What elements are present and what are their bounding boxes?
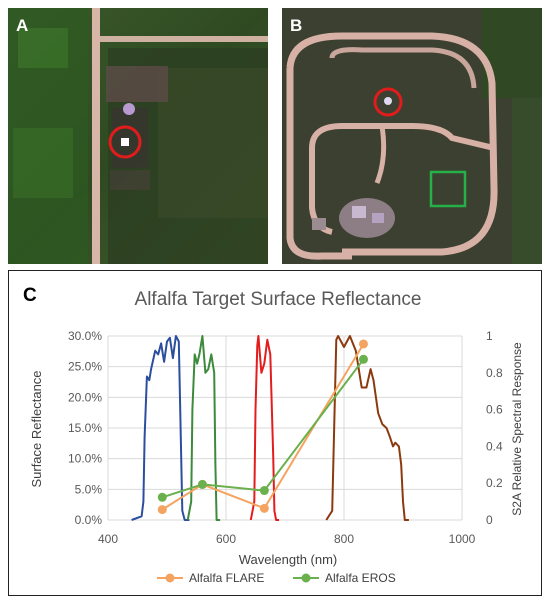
y2-tick-label: 0.6 (486, 403, 503, 417)
x-axis-ticks: 400 600 800 1000 (98, 532, 476, 546)
y-tick-label: 20.0% (68, 390, 102, 404)
y-tick-label: 25.0% (68, 360, 102, 374)
y2-tick-label: 0.8 (486, 366, 503, 380)
chart-grid (107, 335, 463, 521)
series-point-1 (259, 486, 269, 496)
x-tick-label: 600 (216, 532, 236, 546)
panel-b-image (282, 8, 542, 264)
reflectance-chart: Alfalfa Target Surface Reflectance 0.0% 5… (29, 289, 524, 585)
x-tick-label: 800 (334, 532, 354, 546)
x-axis-label: Wavelength (nm) (239, 552, 338, 567)
legend-label: Alfalfa EROS (325, 571, 396, 585)
series-line-1 (161, 358, 365, 499)
y-tick-label: 0.0% (75, 513, 103, 527)
series-point-0 (259, 503, 269, 513)
legend-swatch-marker (301, 573, 311, 583)
y-tick-label: 15.0% (68, 421, 102, 435)
y2-tick-label: 0 (486, 513, 493, 527)
panel-b-satellite-scene (282, 8, 542, 264)
series-point-1 (358, 354, 368, 364)
y-axis-left-label: Surface Reflectance (29, 370, 44, 487)
y-tick-label: 30.0% (68, 329, 102, 343)
y-axis-right-ticks: 0 0.2 0.4 0.6 0.8 1 (486, 329, 503, 527)
legend-swatch-marker (165, 573, 175, 583)
band-response-red (249, 335, 280, 521)
band-response-nir (325, 335, 409, 521)
band-response-green (186, 335, 221, 521)
chart-title: Alfalfa Target Surface Reflectance (135, 289, 422, 310)
y-tick-label: 5.0% (75, 482, 103, 496)
y2-tick-label: 0.2 (486, 476, 503, 490)
x-tick-label: 1000 (449, 532, 476, 546)
y2-tick-label: 0.4 (486, 439, 503, 453)
panel-a-label: A (16, 16, 29, 35)
panel-c-label: C (23, 285, 37, 306)
legend-label: Alfalfa FLARE (189, 571, 264, 585)
y-axis-left-ticks: 0.0% 5.0% 10.0% 15.0% 20.0% 25.0% 30.0% (68, 329, 102, 527)
panel-a-image (8, 8, 268, 264)
series-point-0 (157, 505, 167, 515)
series-point-0 (358, 339, 368, 349)
panel-a-satellite-scene (8, 8, 268, 264)
y2-tick-label: 1 (486, 329, 493, 343)
chart-legend: Alfalfa FLARE Alfalfa EROS (157, 571, 396, 585)
band-response-curves (131, 335, 409, 521)
series-point-1 (157, 492, 167, 502)
series-point-1 (197, 479, 207, 489)
x-tick-label: 400 (98, 532, 118, 546)
reflectance-series (157, 339, 368, 515)
y-tick-label: 10.0% (68, 452, 102, 466)
panel-c-chart-frame: C Alfalfa Target Surface Reflectance 0.0… (8, 270, 542, 596)
band-response-blue (131, 335, 190, 521)
y-axis-right-label: S2A Relative Spectral Response (510, 342, 524, 516)
panel-b-label: B (290, 16, 303, 35)
